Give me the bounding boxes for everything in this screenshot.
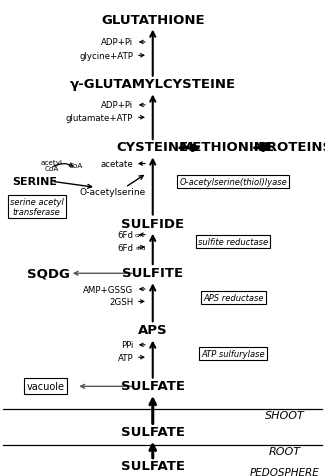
Text: SULFATE: SULFATE — [121, 425, 185, 438]
Text: SULFATE: SULFATE — [121, 379, 185, 392]
Text: γ-GLUTAMYLCYSTEINE: γ-GLUTAMYLCYSTEINE — [70, 78, 236, 91]
Text: vacuole: vacuole — [27, 382, 64, 391]
Text: red: red — [135, 246, 145, 250]
Text: PEDOSPHERE: PEDOSPHERE — [250, 467, 319, 476]
Text: SHOOT: SHOOT — [265, 410, 304, 420]
Text: SULFIDE: SULFIDE — [121, 217, 184, 230]
Text: ROOT: ROOT — [268, 446, 300, 456]
Text: acetyl
CoA: acetyl CoA — [41, 159, 63, 172]
Text: glutamate+ATP: glutamate+ATP — [66, 114, 133, 122]
Text: PROTEINS: PROTEINS — [258, 141, 325, 154]
Text: SQDG: SQDG — [27, 267, 70, 280]
Text: PPi: PPi — [121, 341, 133, 349]
Text: CoA: CoA — [68, 163, 83, 169]
Text: 6Fd: 6Fd — [117, 231, 133, 239]
Text: ADP+Pi: ADP+Pi — [101, 101, 133, 110]
Text: acetate: acetate — [100, 160, 133, 169]
Text: 2GSH: 2GSH — [109, 298, 133, 306]
Text: CYSTEINE: CYSTEINE — [117, 141, 189, 154]
Text: SULFATE: SULFATE — [121, 459, 185, 472]
Text: serine acetyl
transferase: serine acetyl transferase — [10, 198, 64, 217]
Text: O-acetylserine: O-acetylserine — [80, 188, 146, 196]
Text: ATP: ATP — [118, 353, 133, 362]
Text: GLUTATHIONE: GLUTATHIONE — [101, 14, 204, 27]
Text: SERINE: SERINE — [13, 177, 58, 187]
Text: METHIONINE: METHIONINE — [180, 141, 275, 154]
Text: SULFITE: SULFITE — [122, 266, 183, 279]
Text: 6Fd: 6Fd — [117, 243, 133, 252]
Text: ATP sulfurylase: ATP sulfurylase — [202, 349, 265, 358]
Text: AMP+GSSG: AMP+GSSG — [83, 285, 133, 294]
Text: O-acetylserine(thiol)lyase: O-acetylserine(thiol)lyase — [179, 178, 287, 186]
Text: ox: ox — [135, 233, 142, 238]
Text: glycine+ATP: glycine+ATP — [79, 52, 133, 60]
Text: ADP+Pi: ADP+Pi — [101, 39, 133, 47]
Text: APS reductase: APS reductase — [203, 294, 264, 302]
Text: APS: APS — [138, 323, 168, 337]
Text: sulfite reductase: sulfite reductase — [198, 238, 268, 246]
